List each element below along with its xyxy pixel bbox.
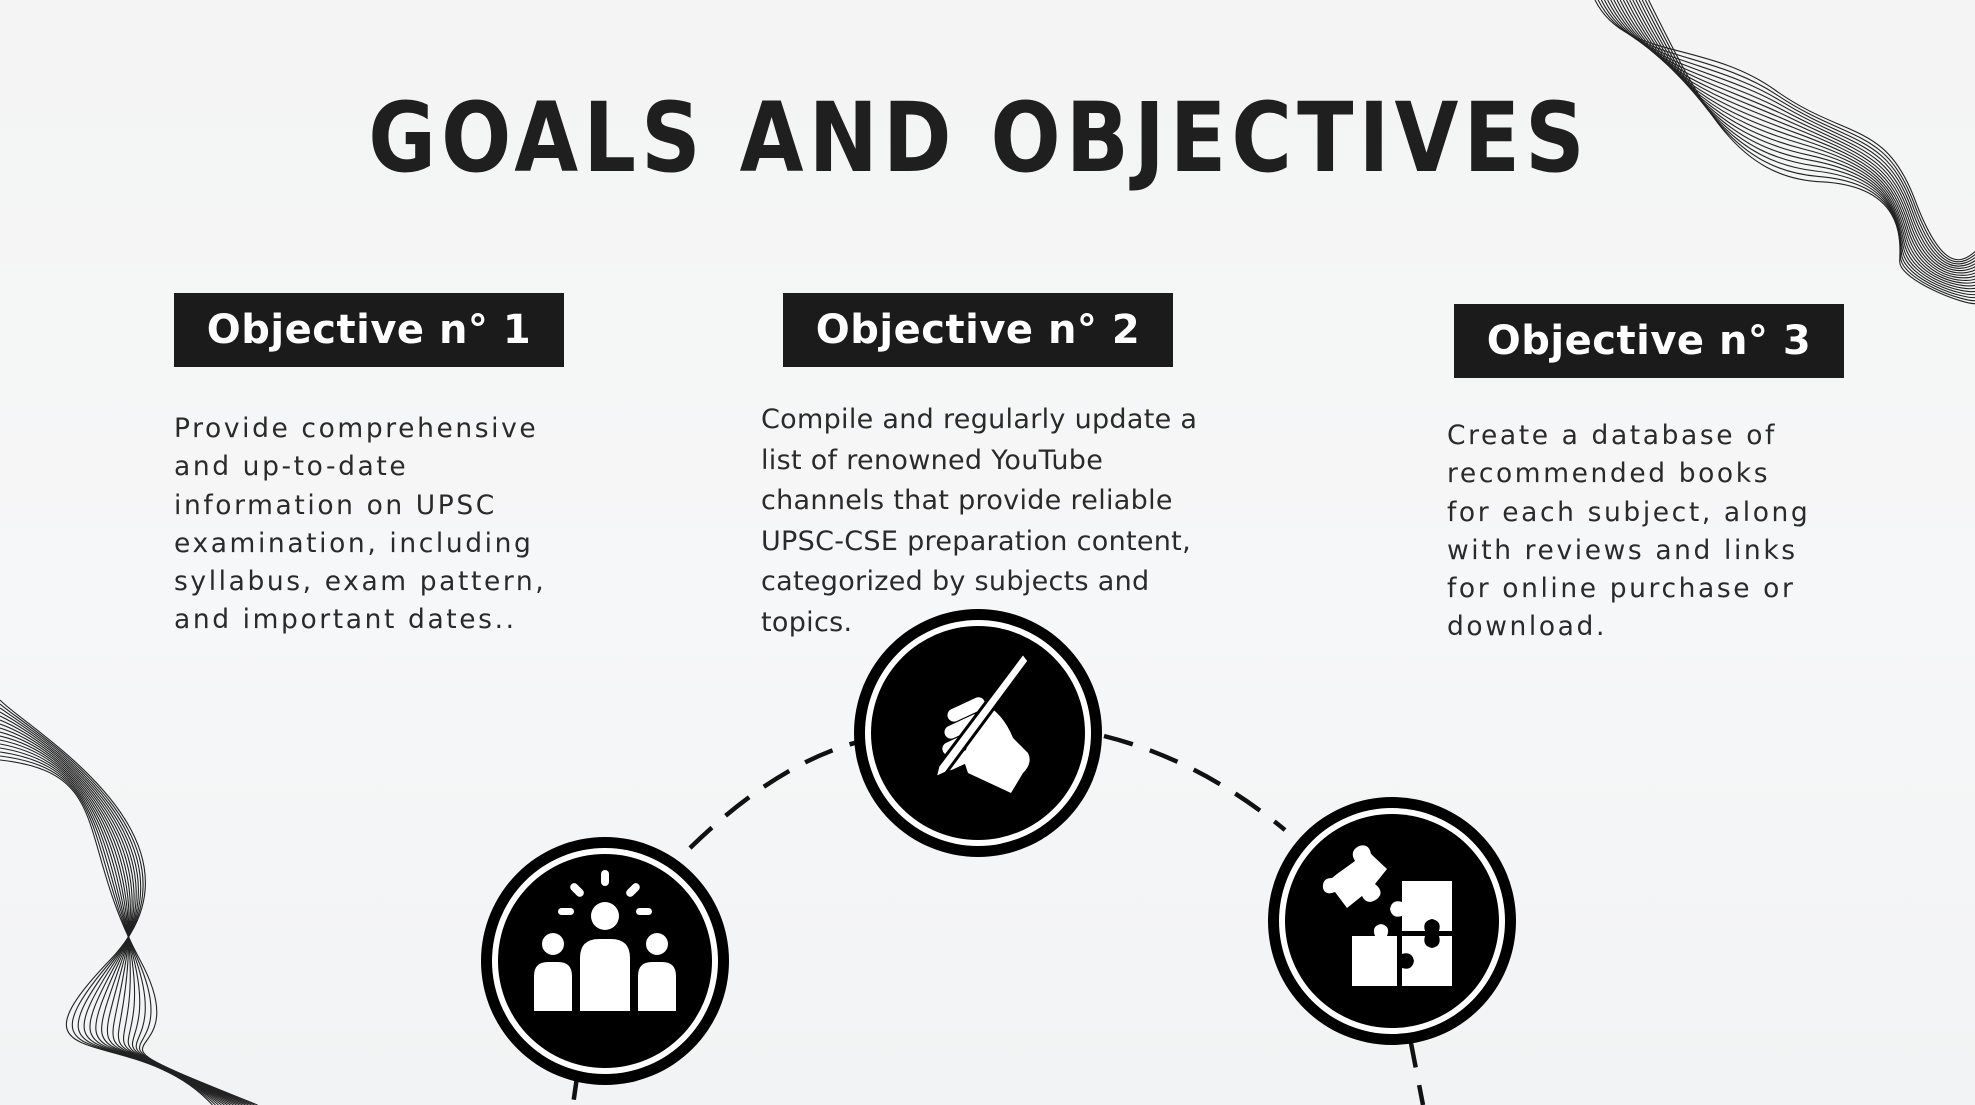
objective-3-label: Objective n° 3 <box>1454 304 1844 378</box>
objective-3-description: Create a database of recommended books f… <box>1447 420 1811 643</box>
team-idea-icon <box>481 837 729 1085</box>
objective-2-description: Compile and regularly update a list of r… <box>761 404 1198 638</box>
objective-1-label: Objective n° 1 <box>174 293 564 367</box>
page-title: GOALS AND OBJECTIVES <box>368 82 1590 194</box>
puzzle-icon <box>1268 797 1516 1045</box>
objective-1-description: Provide comprehensive and up-to-date inf… <box>174 413 547 636</box>
hand-pen-icon <box>854 609 1102 857</box>
objective-2-label: Objective n° 2 <box>783 293 1173 367</box>
